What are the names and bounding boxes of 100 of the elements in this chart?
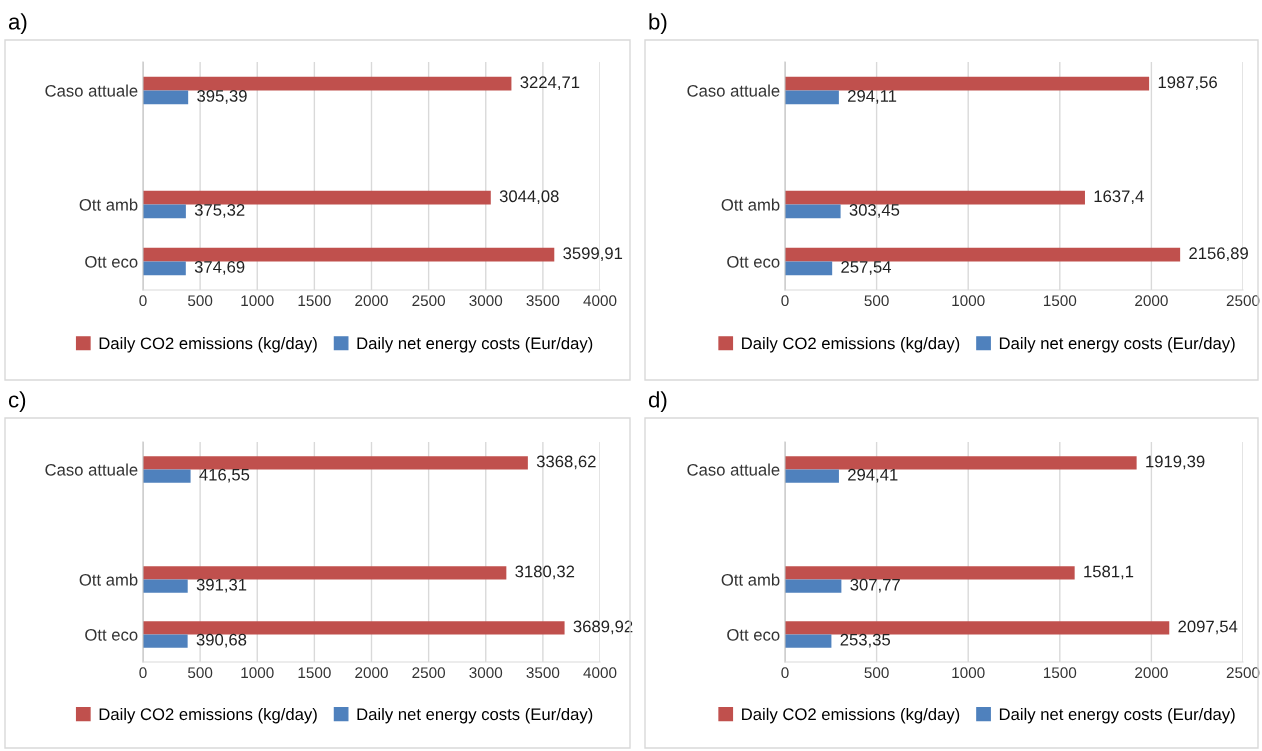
y-tick-label: Caso attuale — [45, 84, 138, 97]
data-label: 3599,91 — [563, 247, 623, 262]
x-tick-label: 2000 — [1135, 667, 1168, 679]
data-label: 374,69 — [194, 261, 245, 275]
x-tick-label: 1500 — [1043, 667, 1077, 679]
data-label: 257,54 — [841, 261, 891, 275]
x-tick-label: 0 — [781, 295, 789, 307]
data-label: 1919,39 — [1146, 455, 1205, 470]
bar — [143, 247, 555, 262]
bar — [785, 76, 1150, 91]
y-tick-label: Caso attuale — [687, 84, 780, 97]
bar — [143, 204, 186, 219]
data-label: 3224,71 — [520, 76, 580, 91]
data-label: 390,68 — [196, 633, 247, 648]
x-tick-label: 3000 — [469, 295, 503, 307]
data-label: 3368,62 — [536, 455, 596, 470]
bar — [785, 261, 833, 276]
bar — [143, 456, 528, 470]
y-tick-label: Ott amb — [79, 573, 138, 586]
y-tick-label: Ott eco — [727, 628, 780, 641]
bar — [143, 634, 188, 648]
x-tick-label: 500 — [187, 295, 213, 307]
x-tick-label: 0 — [781, 667, 789, 679]
legend-label: Daily net energy costs (Eur/day) — [357, 707, 593, 724]
x-tick-label: 2000 — [1135, 295, 1168, 307]
bar — [785, 566, 1075, 580]
x-tick-label: 2500 — [1226, 667, 1260, 679]
y-tick-label: Ott amb — [79, 198, 138, 211]
x-tick-label: 2500 — [412, 667, 446, 679]
bar — [785, 469, 839, 483]
x-tick-label: 2500 — [412, 295, 446, 307]
x-tick-label: 500 — [864, 295, 889, 307]
legend-label: Daily CO2 emissions (kg/day) — [99, 707, 317, 724]
x-tick-label: 2000 — [355, 295, 388, 307]
bar — [143, 621, 565, 635]
x-tick-label: 2500 — [1226, 295, 1260, 307]
data-label: 294,41 — [848, 468, 898, 483]
y-tick-label: Ott eco — [727, 255, 780, 268]
data-label: 303,45 — [849, 204, 900, 218]
data-label: 1637,4 — [1094, 190, 1144, 205]
bar — [143, 190, 491, 205]
bar — [785, 204, 841, 219]
x-tick-label: 4000 — [583, 295, 617, 307]
legend-label: Daily net energy costs (Eur/day) — [999, 707, 1235, 724]
x-tick-label: 1500 — [298, 667, 331, 679]
y-tick-label: Ott eco — [85, 255, 138, 268]
bar — [143, 579, 188, 593]
data-label: 391,31 — [196, 578, 247, 593]
y-tick-label: Ott eco — [85, 628, 138, 641]
bar — [785, 634, 832, 648]
data-label: 3689,92 — [573, 620, 633, 635]
x-tick-label: 0 — [139, 667, 147, 679]
x-tick-label: 1000 — [241, 667, 274, 679]
data-label: 2097,54 — [1178, 620, 1238, 635]
x-tick-label: 1500 — [298, 295, 331, 307]
y-tick-label: Ott amb — [721, 198, 780, 211]
data-label: 395,39 — [197, 90, 247, 104]
bar — [785, 90, 839, 105]
bar — [785, 579, 842, 593]
legend-label: Daily net energy costs (Eur/day) — [357, 337, 593, 353]
legend-label: Daily net energy costs (Eur/day) — [999, 337, 1235, 353]
legend-label: Daily CO2 emissions (kg/day) — [99, 337, 317, 353]
x-tick-label: 2000 — [355, 667, 388, 679]
x-tick-label: 500 — [864, 667, 889, 679]
x-tick-label: 0 — [139, 295, 147, 307]
legend-label: Daily CO2 emissions (kg/day) — [742, 337, 960, 353]
x-tick-label: 4000 — [583, 667, 617, 679]
x-tick-label: 3500 — [526, 667, 560, 679]
data-label: 253,35 — [840, 633, 891, 648]
data-label: 1987,56 — [1158, 76, 1217, 91]
bar — [143, 76, 512, 91]
data-label: 294,11 — [848, 90, 897, 104]
bar — [785, 247, 1181, 262]
bar — [785, 456, 1137, 470]
chart-title: a) — [8, 13, 27, 34]
y-tick-label: Caso attuale — [45, 463, 138, 476]
bar — [143, 261, 186, 276]
data-label: 307,77 — [850, 578, 900, 593]
chart-title: c) — [8, 391, 26, 412]
bar — [143, 469, 191, 483]
y-tick-label: Caso attuale — [687, 463, 780, 476]
data-label: 416,55 — [199, 468, 250, 483]
bar — [143, 90, 189, 105]
data-label: 2156,89 — [1189, 247, 1248, 262]
bar — [143, 566, 507, 580]
x-tick-label: 500 — [187, 667, 213, 679]
bar — [785, 190, 1085, 205]
bar — [785, 621, 1170, 635]
x-tick-label: 1500 — [1043, 295, 1077, 307]
data-label: 375,32 — [194, 204, 245, 218]
chart-title: b) — [649, 13, 667, 34]
chart-title: d) — [648, 391, 667, 412]
data-label: 3044,08 — [499, 190, 559, 205]
x-tick-label: 3000 — [469, 667, 503, 679]
data-label: 1581,1 — [1084, 565, 1134, 580]
x-tick-label: 3500 — [526, 295, 560, 307]
x-tick-label: 1000 — [241, 295, 274, 307]
legend-label: Daily CO2 emissions (kg/day) — [742, 707, 960, 724]
data-label: 3180,32 — [515, 565, 575, 580]
x-tick-label: 1000 — [952, 667, 985, 679]
